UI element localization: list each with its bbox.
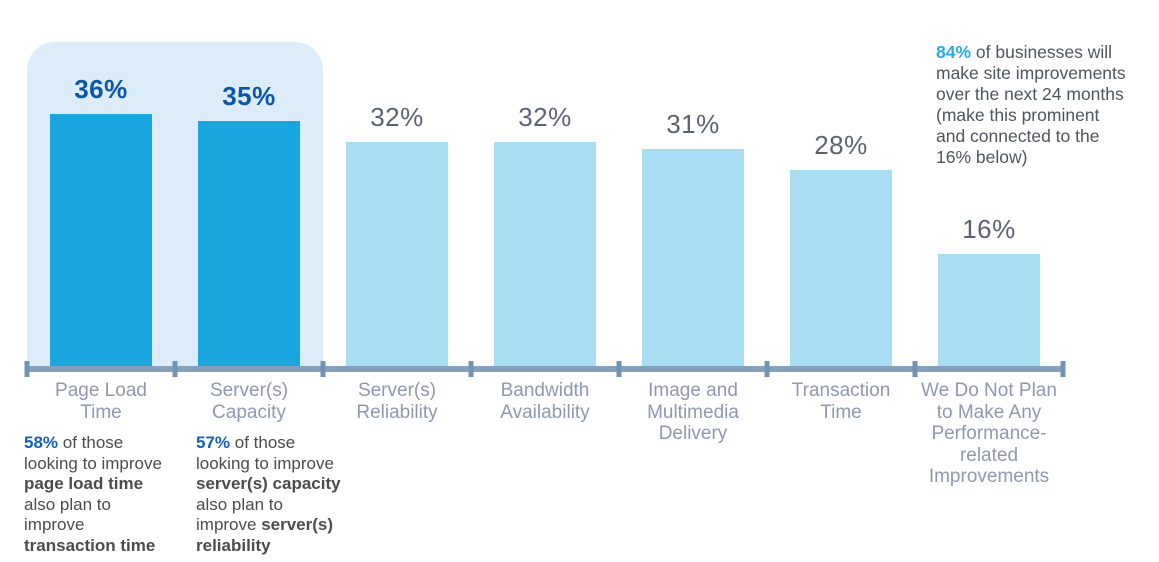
bar-column-2: 35% bbox=[175, 0, 323, 366]
bar bbox=[50, 114, 152, 366]
axis-tick bbox=[764, 361, 770, 377]
bars-container: 36% 35% 32% 32% 31% 28% 16% bbox=[27, 0, 1063, 366]
bar-column-7: 16% bbox=[915, 0, 1063, 366]
axis-tick bbox=[320, 361, 326, 377]
axis-tick bbox=[912, 361, 918, 377]
text-line: looking to improve bbox=[24, 453, 162, 473]
bar bbox=[790, 170, 892, 366]
plot-area: 36% 35% 32% 32% 31% 28% 16% Page Load Time Serv… bbox=[24, 0, 1066, 487]
category-label: Transaction Time bbox=[791, 380, 891, 423]
bar bbox=[938, 254, 1040, 366]
category-label: Bandwidth Availability bbox=[500, 380, 590, 423]
category-label: Server(s) Capacity bbox=[209, 380, 289, 423]
bar-column-1: 36% bbox=[27, 0, 175, 366]
value-label: 16% bbox=[962, 214, 1016, 244]
text-line: make site improvements bbox=[936, 63, 1126, 83]
axis-tick bbox=[24, 361, 30, 377]
text-line: and connected to the bbox=[936, 126, 1100, 146]
bar bbox=[346, 142, 448, 366]
value-label: 31% bbox=[666, 109, 720, 139]
value-label: 32% bbox=[518, 102, 572, 132]
category-label: Image and Multimedia Delivery bbox=[647, 380, 739, 444]
bar-column-3: 32% bbox=[323, 0, 471, 366]
bar-column-5: 31% bbox=[619, 0, 767, 366]
text-line: 16% below) bbox=[936, 147, 1028, 167]
footnote-server-capacity: 57% of those looking to improve server(s) … bbox=[196, 433, 376, 556]
footnote-page-load-time: 58% of those looking to improve page load … bbox=[24, 433, 204, 556]
value-label: 35% bbox=[222, 81, 276, 111]
text-line: reliability bbox=[196, 535, 271, 555]
x-axis-line bbox=[27, 366, 1063, 372]
annotation-84pct-note: 84% of businesses will make site improvem… bbox=[936, 42, 1159, 168]
bar-column-6: 28% bbox=[767, 0, 915, 366]
category-labels-row: Page Load Time Server(s) Capacity Server(s… bbox=[27, 380, 1063, 488]
bar bbox=[198, 121, 300, 366]
text-line: 58% of those bbox=[24, 433, 124, 452]
axis-tick bbox=[172, 361, 178, 377]
text-line: improve bbox=[24, 515, 85, 534]
axis-tick bbox=[468, 361, 474, 377]
text-line: 57% of those bbox=[196, 433, 296, 452]
category-label: Server(s) Reliability bbox=[356, 380, 438, 423]
value-label: 36% bbox=[74, 74, 128, 104]
bar bbox=[494, 142, 596, 366]
axis-tick bbox=[1060, 361, 1066, 377]
text-line: (make this prominent bbox=[936, 105, 1100, 125]
text-line: server(s) capacity bbox=[196, 474, 341, 493]
axis-tick bbox=[616, 361, 622, 377]
bar bbox=[642, 149, 744, 366]
text-line: 84% of businesses will bbox=[936, 42, 1113, 62]
bar-column-4: 32% bbox=[471, 0, 619, 366]
category-label: Page Load Time bbox=[55, 380, 147, 423]
value-label: 28% bbox=[814, 130, 868, 160]
text-line: improve server(s) bbox=[196, 515, 334, 534]
text-line: page load time bbox=[24, 474, 144, 493]
text-line: over the next 24 months bbox=[936, 84, 1124, 104]
text-line: transaction time bbox=[24, 535, 156, 555]
text-line: also plan to bbox=[196, 494, 283, 514]
category-label: We Do Not Plan to Make Any Performance- … bbox=[921, 380, 1057, 487]
text-line: looking to improve bbox=[196, 453, 334, 473]
value-label: 32% bbox=[370, 102, 424, 132]
text-line: also plan to bbox=[24, 494, 111, 514]
